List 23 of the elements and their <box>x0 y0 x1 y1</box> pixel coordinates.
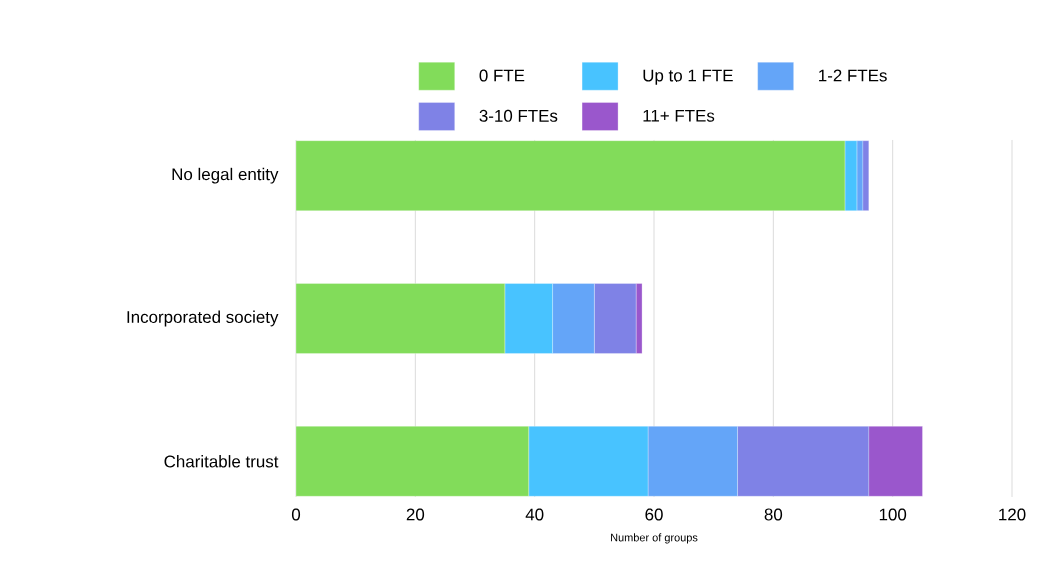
x-tick-label: 120 <box>999 508 1026 521</box>
x-tick-label: 40 <box>525 508 544 521</box>
bar <box>296 283 505 354</box>
legend-label: Up to 1 FTE <box>643 69 733 85</box>
x-tick-label: 20 <box>406 508 425 521</box>
bar <box>296 426 529 497</box>
y-tick-label: Incorporated society <box>127 310 279 327</box>
bar <box>528 426 649 497</box>
y-tick-label: No legal entity <box>172 167 279 184</box>
legend-label: 1-2 FTEs <box>819 69 887 82</box>
y-tick-label: Charitable trust <box>164 455 279 468</box>
bar <box>504 283 553 354</box>
x-axis-title: Number of groups <box>611 533 698 544</box>
bar <box>862 140 869 211</box>
bar <box>296 140 845 211</box>
legend-label: 11+ FTEs <box>643 109 715 122</box>
x-tick-label: 100 <box>879 508 907 521</box>
x-tick-label: 0 <box>291 508 301 521</box>
bar <box>868 426 923 497</box>
legend-label: 3-10 FTEs <box>479 109 558 122</box>
x-tick-label: 60 <box>645 508 663 521</box>
x-tick-label: 80 <box>764 508 783 521</box>
legend-label: 0 FTE <box>479 69 525 82</box>
